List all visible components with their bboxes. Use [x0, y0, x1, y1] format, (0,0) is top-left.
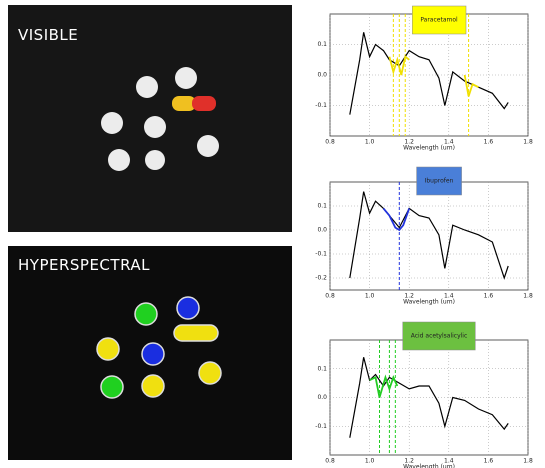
y-tick-label: -0.1 — [315, 423, 327, 430]
x-tick-label: 1.6 — [484, 293, 494, 300]
y-tick-label: -0.1 — [315, 102, 327, 109]
y-tick-label: -0.2 — [315, 275, 327, 282]
x-tick-label: 1.0 — [365, 139, 375, 146]
y-tick-label: 0.0 — [317, 394, 327, 401]
x-tick-label: 0.8 — [325, 458, 335, 465]
chart-title: Acid acetylsalicylic — [411, 333, 468, 340]
x-tick-label: 1.8 — [523, 458, 533, 465]
x-tick-label: 1.0 — [365, 458, 375, 465]
chart-title: Paracetamol — [420, 17, 458, 24]
chart-title: Ibuprofen — [425, 178, 454, 185]
title-box — [402, 321, 476, 351]
x-tick-label: 1.2 — [404, 458, 414, 465]
x-tick-label: 0.8 — [325, 139, 335, 146]
y-tick-label: -0.1 — [315, 251, 327, 258]
x-tick-label: 1.6 — [484, 458, 494, 465]
classified-pills — [96, 296, 222, 399]
panel-label: HYPERSPECTRAL — [18, 256, 150, 274]
x-tick-label: 1.4 — [444, 293, 454, 300]
spectrum-line — [463, 74, 479, 97]
x-tick-label: 1.2 — [404, 139, 414, 146]
plot-area — [329, 181, 529, 291]
x-axis-label: Wavelength (um) — [403, 299, 455, 306]
x-axis-label: Wavelength (um) — [403, 145, 455, 152]
y-tick-label: 0.1 — [317, 41, 327, 48]
x-tick-label: 1.4 — [444, 458, 454, 465]
title-box — [416, 166, 462, 196]
y-tick-label: 0.0 — [317, 227, 327, 234]
x-tick-label: 1.8 — [523, 293, 533, 300]
x-axis-label: Wavelength (um) — [403, 464, 455, 468]
x-tick-label: 1.0 — [365, 293, 375, 300]
y-tick-label: 0.0 — [317, 72, 327, 79]
panel-label: VISIBLE — [18, 26, 78, 44]
chart: 0.8 1.0 1.2 1.4 1.6 1.8 -0.1 0.0 0.1 Wavelength (… — [315, 321, 533, 468]
x-tick-label: 1.4 — [444, 139, 454, 146]
spectrum-line — [349, 191, 509, 280]
x-tick-label: 1.2 — [404, 293, 414, 300]
x-tick-label: 0.8 — [325, 293, 335, 300]
spectrum-line — [382, 207, 411, 232]
chart: 0.8 1.0 1.2 1.4 1.6 1.8 -0.1 0.0 0.1 Wavelength (… — [315, 5, 533, 152]
chart: 0.8 1.0 1.2 1.4 1.6 1.8 -0.2 -0.1 0.0 0.1 Waveleng… — [315, 166, 533, 306]
spectrum-line — [369, 374, 399, 398]
x-tick-label: 1.8 — [523, 139, 533, 146]
y-tick-label: 0.1 — [317, 365, 327, 372]
title-box — [412, 5, 467, 35]
x-tick-label: 1.6 — [484, 139, 494, 146]
pills — [101, 67, 219, 171]
y-tick-label: 0.1 — [317, 203, 327, 210]
spectrum-line — [388, 55, 410, 76]
